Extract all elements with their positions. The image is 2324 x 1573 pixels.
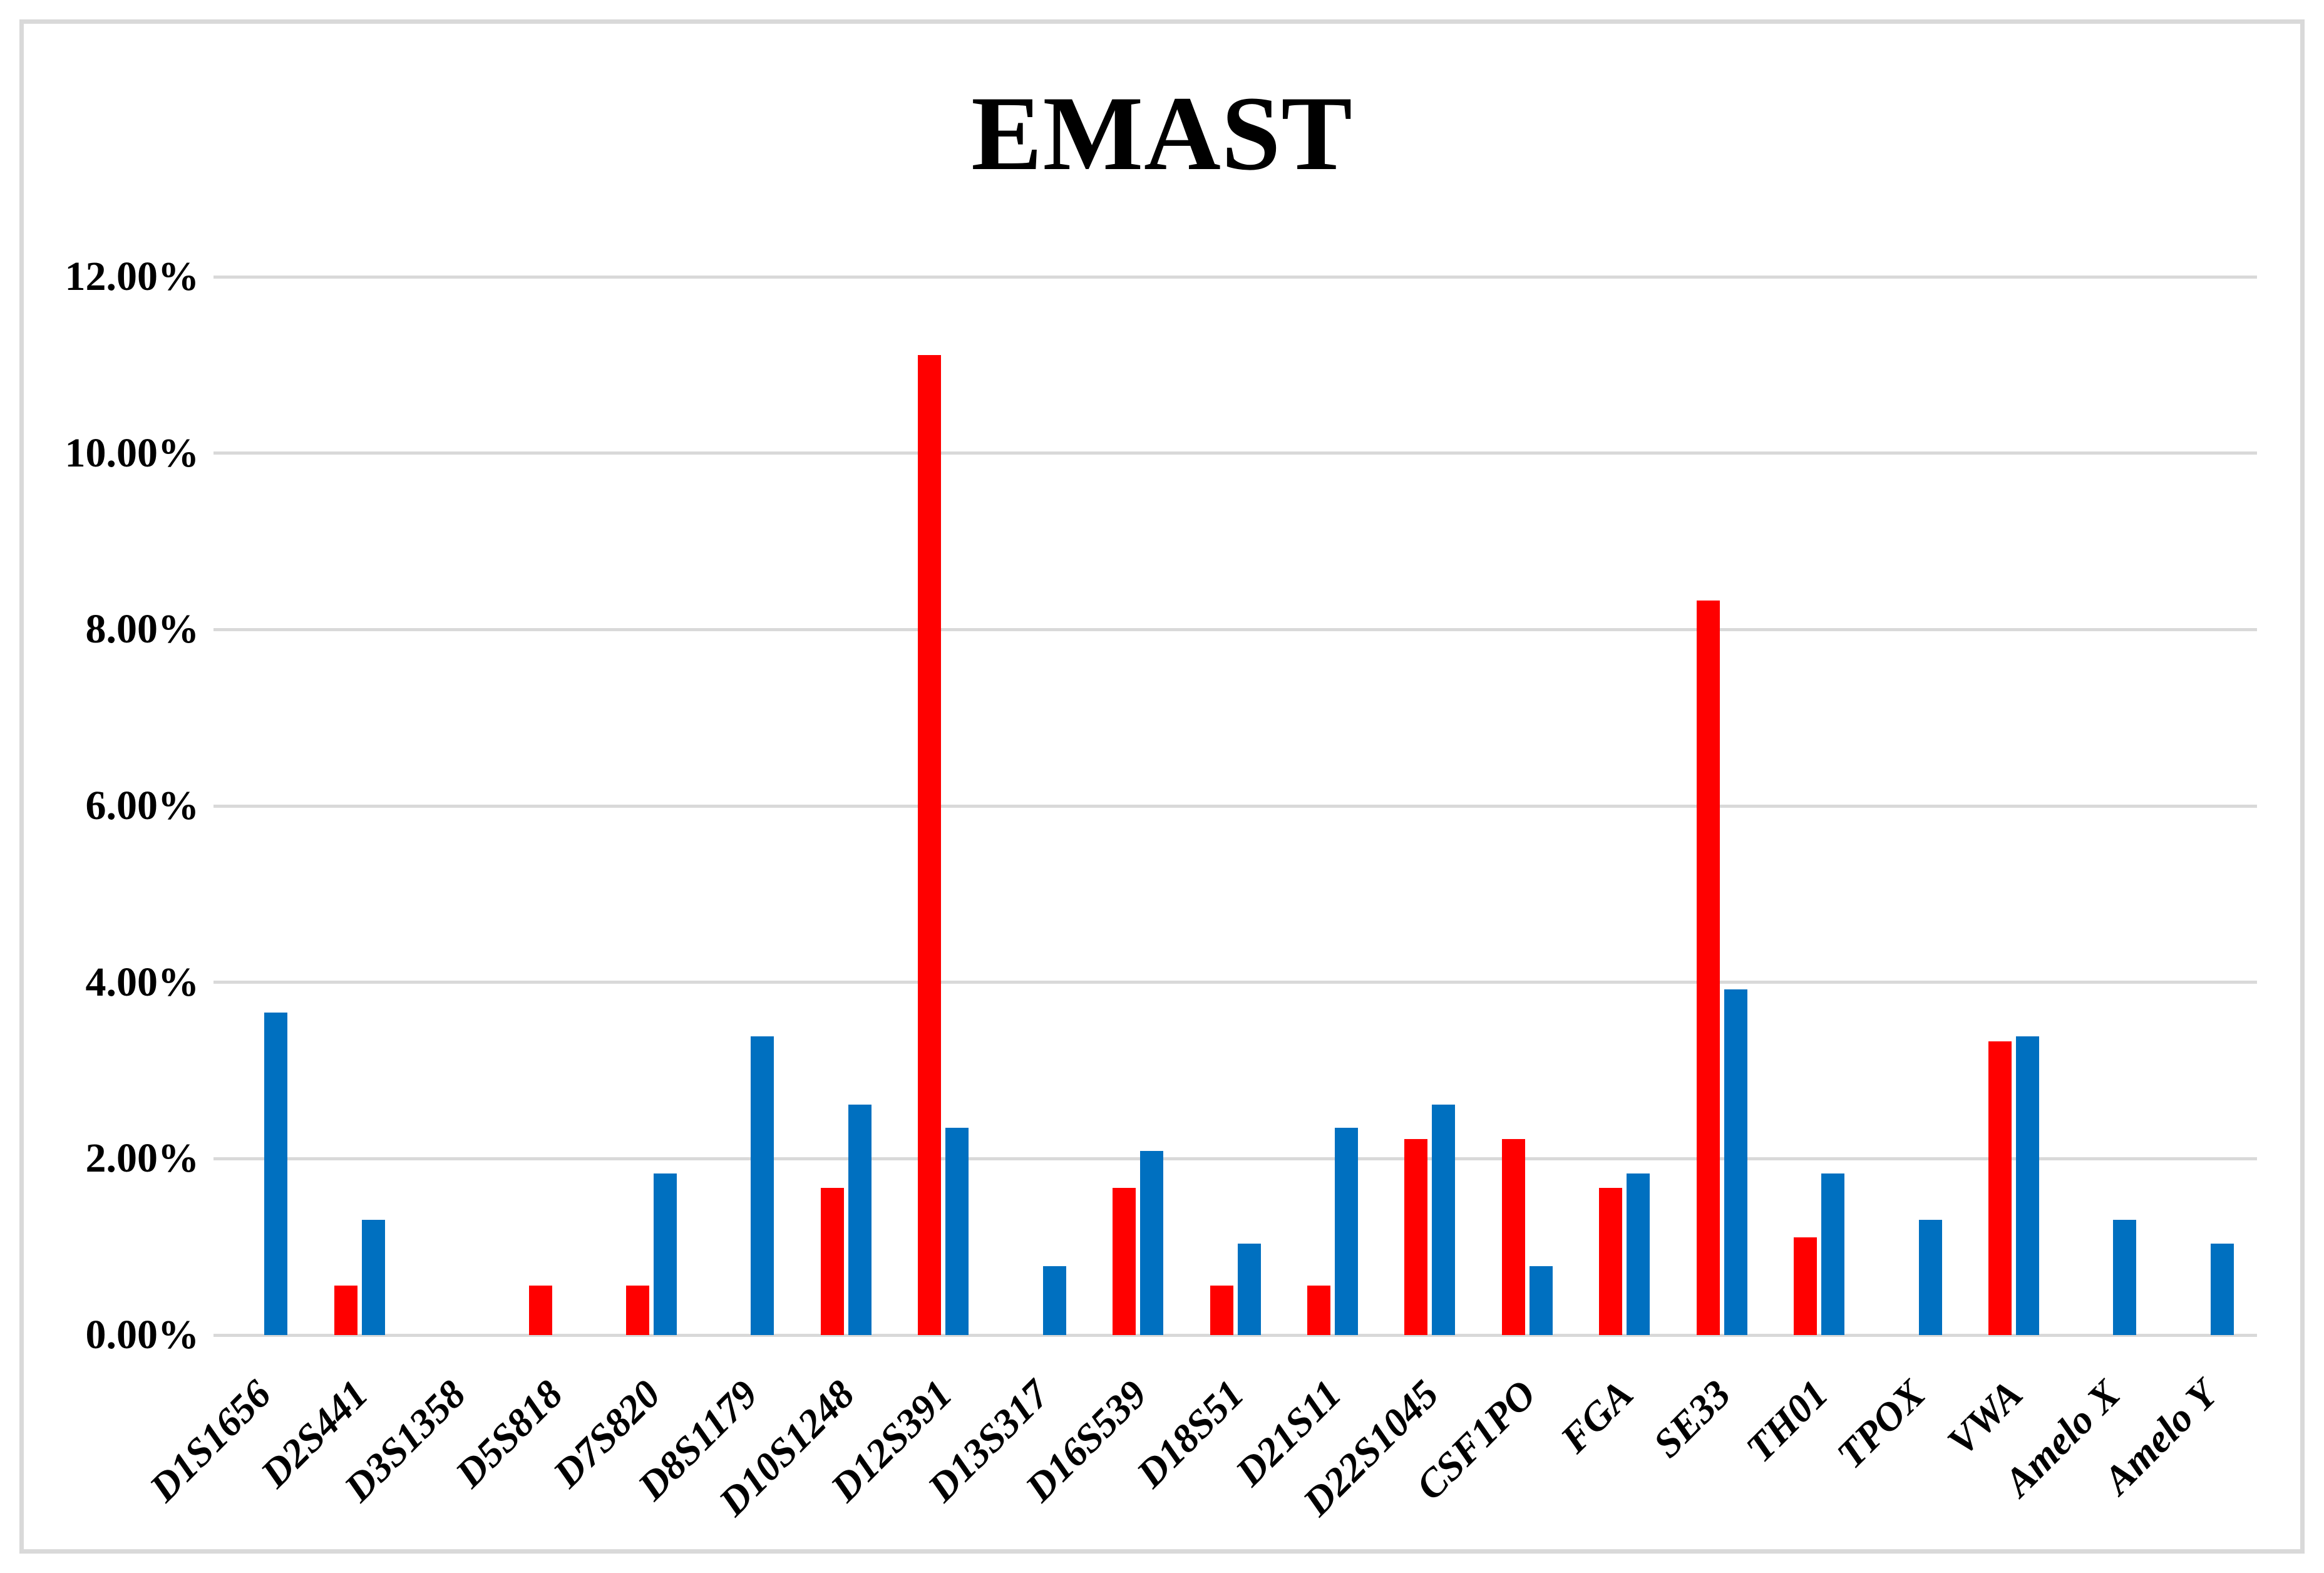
bar-blue-D18S51: [1237, 1243, 1261, 1335]
bar-blue-D22S1045: [1432, 1105, 1456, 1335]
gridline-8.00%: [213, 627, 2257, 631]
bar-blue-D13S317: [1042, 1266, 1066, 1335]
bar-blue-VWA: [2015, 1036, 2039, 1335]
x-category-label-SE33: SE33: [1644, 1371, 1739, 1466]
x-category-label-D18S51: D18S51: [1128, 1371, 1253, 1496]
x-category-label-FGA: FGA: [1551, 1371, 1642, 1462]
y-tick-label-0.00%: 0.00%: [85, 1312, 200, 1358]
gridline-2.00%: [213, 1157, 2257, 1160]
bar-blue-FGA: [1627, 1173, 1650, 1335]
bar-red-SE33: [1696, 600, 1720, 1335]
bar-red-CSF1PO: [1501, 1139, 1525, 1335]
y-tick-label-4.00%: 4.00%: [85, 959, 200, 1005]
bar-red-FGA: [1599, 1187, 1623, 1335]
bar-red-D18S51: [1210, 1286, 1233, 1335]
gridline-10.00%: [213, 451, 2257, 455]
bar-blue-Amelo Y: [2210, 1243, 2234, 1335]
gridline-0.00%: [213, 1333, 2257, 1337]
gridline-4.00%: [213, 981, 2257, 984]
x-category-label-VWA: VWA: [1938, 1371, 2031, 1464]
bar-blue-TH01: [1821, 1173, 1845, 1335]
bar-blue-D2S441: [361, 1219, 385, 1335]
bar-blue-D1S1656: [264, 1012, 288, 1335]
bar-red-D5S818: [528, 1286, 552, 1335]
bar-red-D7S820: [625, 1286, 649, 1335]
chart-border: [19, 19, 2305, 1554]
bar-blue-D12S391: [945, 1128, 969, 1335]
plot-area: [213, 275, 2257, 1337]
bar-red-D22S1045: [1404, 1139, 1428, 1335]
x-category-label-D1S1656: D1S1656: [140, 1371, 280, 1510]
y-tick-label-6.00%: 6.00%: [85, 783, 200, 828]
bar-blue-D16S539: [1140, 1150, 1164, 1335]
y-tick-label-10.00%: 10.00%: [64, 430, 200, 476]
gridline-6.00%: [213, 804, 2257, 808]
x-category-label-TPOX: TPOX: [1828, 1371, 1934, 1477]
gridline-12.00%: [213, 275, 2257, 279]
y-tick-label-8.00%: 8.00%: [85, 606, 200, 652]
y-tick-label-2.00%: 2.00%: [85, 1135, 200, 1182]
bar-red-D2S441: [334, 1286, 357, 1335]
bar-blue-TPOX: [1918, 1219, 1942, 1335]
bar-blue-D21S11: [1334, 1128, 1358, 1335]
bar-blue-D8S1179: [751, 1036, 774, 1335]
bar-blue-D7S820: [653, 1173, 677, 1335]
bar-red-D12S391: [918, 355, 942, 1335]
x-category-label-TH01: TH01: [1737, 1371, 1836, 1471]
y-tick-label-12.00%: 12.00%: [64, 254, 200, 299]
bar-red-D16S539: [1113, 1187, 1136, 1335]
bar-blue-Amelo X: [2113, 1219, 2137, 1335]
bar-red-D21S11: [1307, 1286, 1330, 1335]
y-axis-tick-labels: 12.00% 10.00% 8.00% 6.00% 4.00% 2.00% 0.00%: [0, 0, 200, 1573]
x-category-label-D5S818: D5S818: [446, 1371, 572, 1496]
bar-red-TH01: [1794, 1237, 1818, 1335]
chart-title: EMAST: [971, 75, 1353, 192]
bar-red-VWA: [1988, 1041, 2012, 1335]
bar-blue-D10S1248: [848, 1105, 872, 1335]
bar-blue-SE33: [1724, 989, 1747, 1335]
bar-blue-CSF1PO: [1529, 1266, 1553, 1335]
bar-red-D10S1248: [820, 1187, 844, 1335]
